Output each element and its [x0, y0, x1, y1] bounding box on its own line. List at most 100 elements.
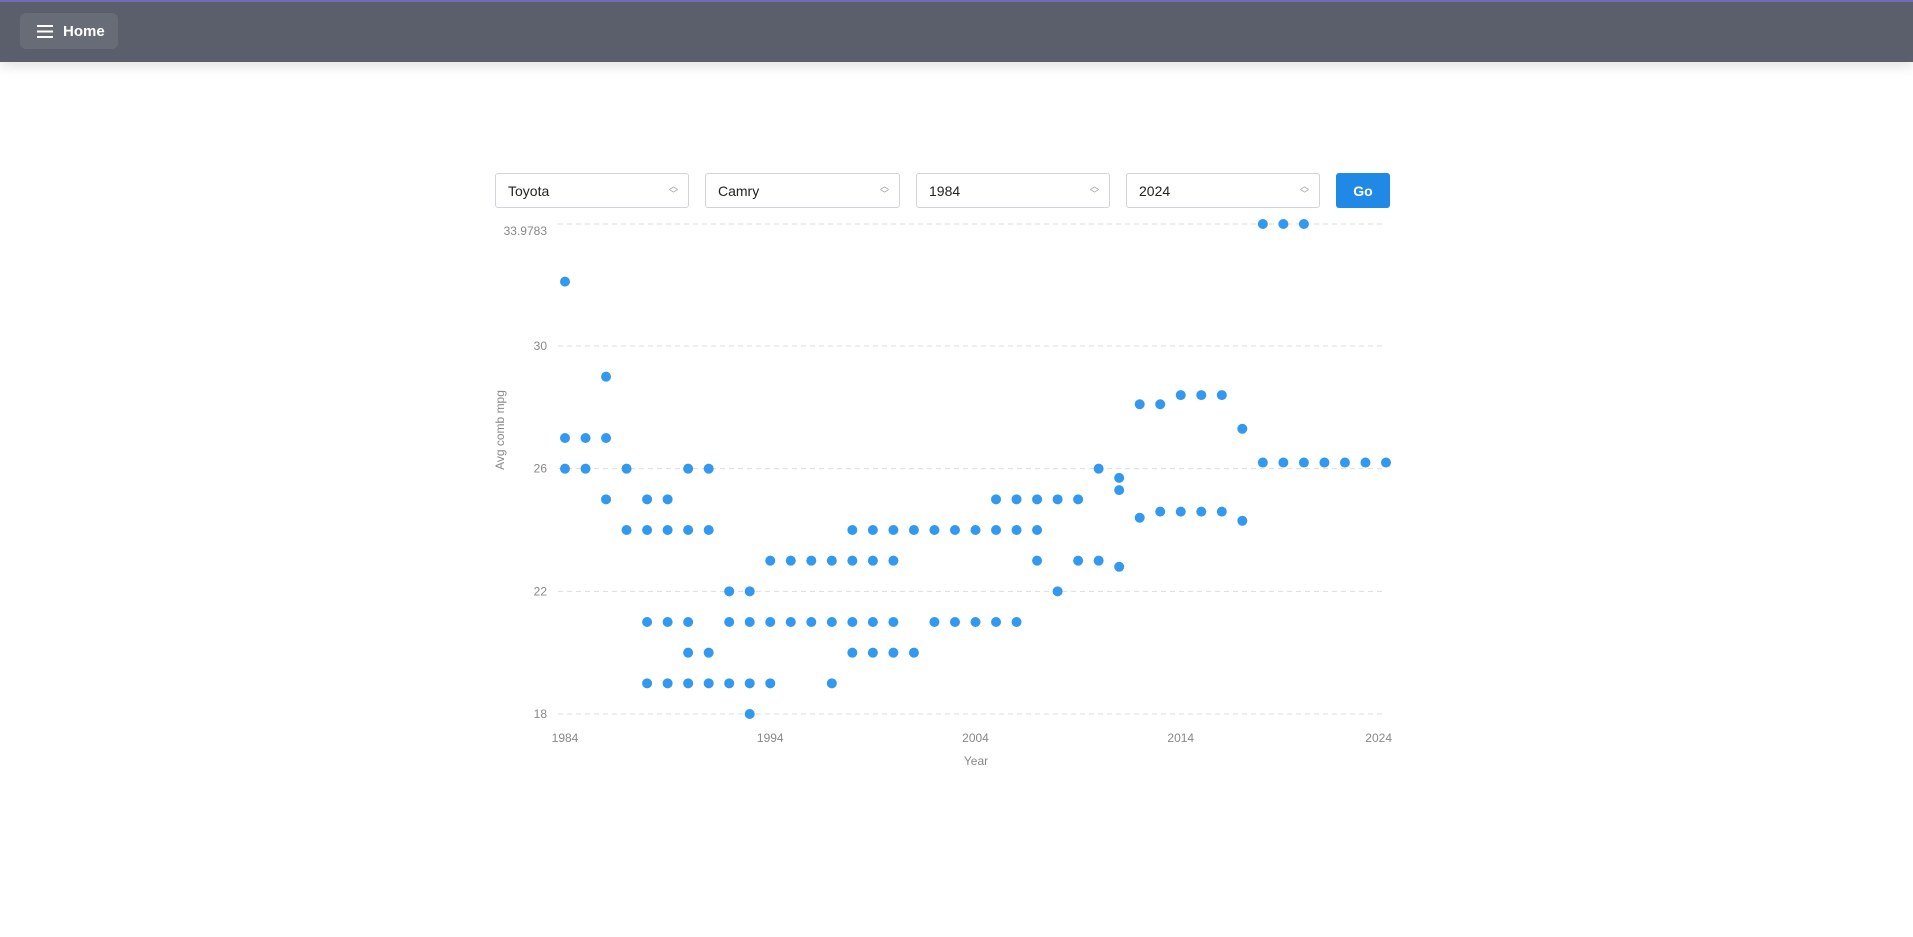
data-point[interactable] — [970, 525, 981, 536]
data-point[interactable] — [1278, 457, 1289, 468]
data-point[interactable] — [703, 525, 714, 536]
data-point[interactable] — [744, 709, 755, 719]
data-point[interactable] — [1175, 506, 1186, 517]
data-point[interactable] — [1216, 506, 1227, 517]
data-point[interactable] — [991, 617, 1002, 628]
data-point[interactable] — [867, 617, 878, 628]
data-point[interactable] — [744, 617, 755, 628]
data-point[interactable] — [601, 371, 612, 382]
data-point[interactable] — [1134, 399, 1145, 410]
data-point[interactable] — [806, 617, 817, 628]
data-point[interactable] — [703, 647, 714, 658]
data-point[interactable] — [1011, 525, 1022, 536]
data-point[interactable] — [1011, 494, 1022, 505]
data-point[interactable] — [908, 525, 919, 536]
data-point[interactable] — [991, 494, 1002, 505]
data-point[interactable] — [1196, 390, 1207, 401]
data-point[interactable] — [888, 647, 899, 658]
data-point[interactable] — [847, 525, 858, 536]
data-point[interactable] — [1155, 399, 1166, 410]
data-point[interactable] — [1093, 555, 1104, 566]
data-point[interactable] — [642, 525, 653, 536]
data-point[interactable] — [744, 586, 755, 597]
data-point[interactable] — [683, 463, 694, 474]
data-point[interactable] — [1237, 423, 1248, 434]
data-point[interactable] — [826, 678, 837, 689]
data-point[interactable] — [683, 647, 694, 658]
data-point[interactable] — [683, 525, 694, 536]
data-point[interactable] — [1257, 219, 1268, 229]
data-point[interactable] — [703, 463, 714, 474]
data-point[interactable] — [1381, 457, 1391, 468]
data-point[interactable] — [847, 617, 858, 628]
data-point[interactable] — [888, 617, 899, 628]
data-point[interactable] — [929, 617, 940, 628]
data-point[interactable] — [560, 433, 570, 444]
data-point[interactable] — [1052, 586, 1063, 597]
data-point[interactable] — [703, 678, 714, 689]
end-year-select[interactable]: 2024 ︿ ﹀ — [1126, 173, 1320, 208]
data-point[interactable] — [1278, 219, 1289, 229]
data-point[interactable] — [970, 617, 981, 628]
data-point[interactable] — [601, 494, 612, 505]
data-point[interactable] — [662, 494, 673, 505]
data-point[interactable] — [765, 678, 776, 689]
data-point[interactable] — [724, 586, 735, 597]
data-point[interactable] — [1298, 457, 1309, 468]
data-point[interactable] — [867, 525, 878, 536]
data-point[interactable] — [765, 617, 776, 628]
data-point[interactable] — [1052, 494, 1063, 505]
data-point[interactable] — [601, 433, 612, 444]
data-point[interactable] — [1011, 617, 1022, 628]
data-point[interactable] — [929, 525, 940, 536]
data-point[interactable] — [621, 463, 632, 474]
data-point[interactable] — [785, 555, 796, 566]
data-point[interactable] — [1196, 506, 1207, 517]
data-point[interactable] — [1114, 472, 1125, 483]
model-select[interactable]: Camry ︿ ﹀ — [705, 173, 900, 208]
data-point[interactable] — [888, 555, 899, 566]
data-point[interactable] — [1032, 555, 1043, 566]
data-point[interactable] — [642, 617, 653, 628]
data-point[interactable] — [560, 276, 570, 287]
data-point[interactable] — [662, 525, 673, 536]
data-point[interactable] — [1073, 555, 1084, 566]
data-point[interactable] — [642, 494, 653, 505]
data-point[interactable] — [683, 617, 694, 628]
data-point[interactable] — [642, 678, 653, 689]
data-point[interactable] — [1032, 525, 1043, 536]
make-select[interactable]: Toyota ︿ ﹀ — [495, 173, 689, 208]
data-point[interactable] — [1134, 512, 1145, 523]
data-point[interactable] — [1032, 494, 1043, 505]
data-point[interactable] — [1114, 485, 1125, 496]
data-point[interactable] — [847, 555, 858, 566]
data-point[interactable] — [1175, 390, 1186, 401]
data-point[interactable] — [1237, 515, 1248, 526]
data-point[interactable] — [744, 678, 755, 689]
data-point[interactable] — [1298, 219, 1309, 229]
data-point[interactable] — [949, 525, 960, 536]
data-point[interactable] — [580, 433, 591, 444]
data-point[interactable] — [1073, 494, 1084, 505]
data-point[interactable] — [662, 617, 673, 628]
data-point[interactable] — [867, 647, 878, 658]
data-point[interactable] — [765, 555, 776, 566]
data-point[interactable] — [908, 647, 919, 658]
data-point[interactable] — [888, 525, 899, 536]
data-point[interactable] — [785, 617, 796, 628]
data-point[interactable] — [621, 525, 632, 536]
data-point[interactable] — [683, 678, 694, 689]
data-point[interactable] — [1114, 561, 1125, 572]
data-point[interactable] — [560, 463, 570, 474]
data-point[interactable] — [826, 617, 837, 628]
data-point[interactable] — [826, 555, 837, 566]
data-point[interactable] — [1360, 457, 1371, 468]
start-year-select[interactable]: 1984 ︿ ﹀ — [916, 173, 1110, 208]
data-point[interactable] — [1339, 457, 1350, 468]
data-point[interactable] — [1216, 390, 1227, 401]
data-point[interactable] — [806, 555, 817, 566]
data-point[interactable] — [724, 617, 735, 628]
data-point[interactable] — [724, 678, 735, 689]
data-point[interactable] — [1319, 457, 1330, 468]
data-point[interactable] — [1093, 463, 1104, 474]
